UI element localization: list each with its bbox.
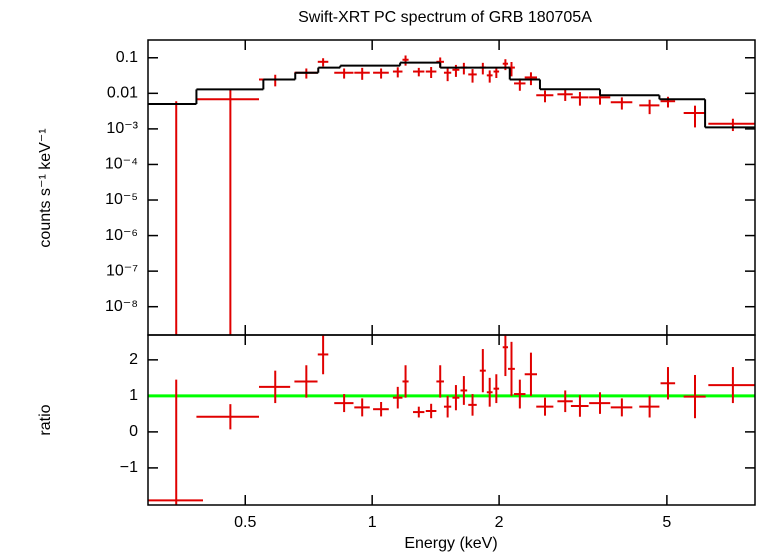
x-tick-label: 0.5 xyxy=(234,514,256,531)
plot-frame xyxy=(147,334,756,506)
x-tick-label: 2 xyxy=(495,514,504,531)
y-tick-label: 10⁻⁷ xyxy=(106,262,138,279)
chart-title: Swift-XRT PC spectrum of GRB 180705A xyxy=(298,9,592,26)
y-tick-label: 0.01 xyxy=(107,85,138,102)
x-tick-label: 1 xyxy=(368,514,377,531)
y-tick-label: 10⁻⁴ xyxy=(105,156,138,173)
y-tick-label: 1 xyxy=(129,387,138,404)
y-tick-label: 10⁻³ xyxy=(106,120,138,137)
x-axis-label: Energy (keV) xyxy=(404,535,497,552)
y-tick-label: 10⁻⁶ xyxy=(105,227,138,244)
y-tick-label: −1 xyxy=(120,459,138,476)
x-tick-label: 5 xyxy=(662,514,671,531)
y-tick-label: 0.1 xyxy=(116,49,138,66)
y-tick-label: 10⁻⁸ xyxy=(105,298,138,315)
y-axis-label: counts s⁻¹ keV⁻¹ xyxy=(37,128,54,247)
y-tick-label: 0 xyxy=(129,423,138,440)
y-tick-label: 2 xyxy=(129,351,138,368)
plot-frame xyxy=(147,39,756,336)
y-axis-label: ratio xyxy=(37,404,54,435)
y-tick-label: 10⁻⁵ xyxy=(105,191,138,208)
